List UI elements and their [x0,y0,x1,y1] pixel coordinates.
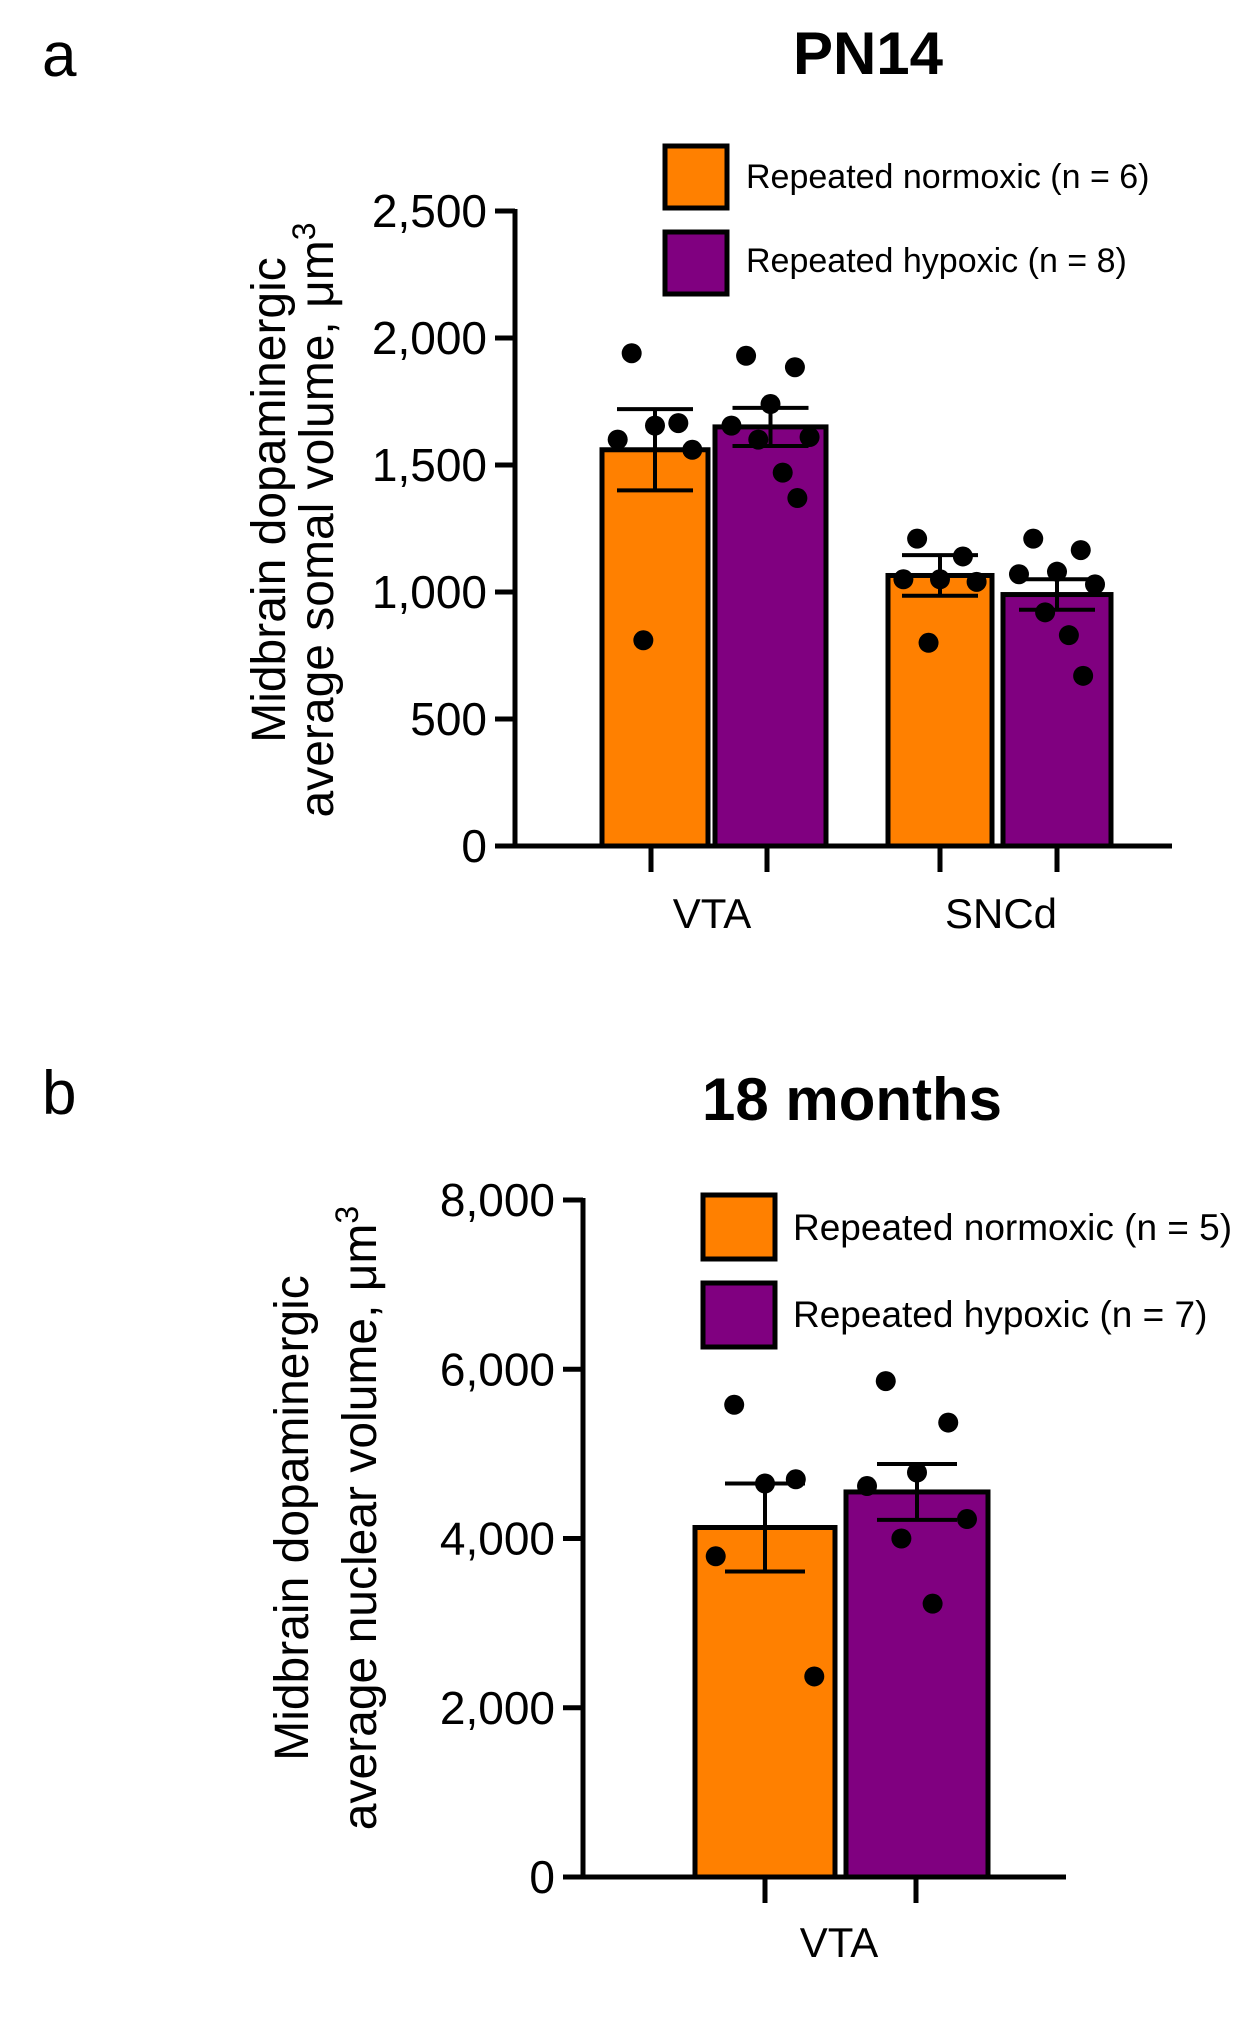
bar-hypoxic-sncd [1000,592,1114,849]
legend-b-normoxic-swatch [700,1192,778,1262]
data-point-hypoxic [857,1476,878,1497]
y-tick-label: 500 [410,693,487,745]
data-point-normoxic [668,413,689,434]
data-point-hypoxic [938,1412,959,1433]
panel-b-legend: Repeated normoxic (n = 5) Repeated hypox… [700,1192,1232,1350]
data-point-hypoxic [1023,528,1044,549]
y-tick-label: 6,000 [440,1343,555,1395]
panel-b: b 18 months Midbrain dopaminergic averag… [42,1059,1232,1966]
panel-a: a PN14 Midbrain dopaminergic average som… [42,20,1172,937]
y-tick-label: 2,500 [372,185,487,237]
data-point-normoxic [645,415,665,436]
panel-b-ylabel-superscript: 3 [329,1206,365,1224]
panel-a-ylabel-line2: average somal volume, μm3 [286,222,344,817]
data-point-normoxic [682,439,703,460]
legend-a-hypoxic-label: Repeated hypoxic (n = 8) [746,242,1127,280]
bar-normoxic-vta [599,447,711,849]
data-point-normoxic [755,1473,775,1494]
panel-a-title: PN14 [793,20,944,87]
data-point-normoxic [893,569,914,590]
y-tick-label: 4,000 [440,1513,555,1565]
legend-a-hypoxic-swatch [662,229,730,297]
data-point-hypoxic [1035,602,1056,623]
data-point-hypoxic [1008,564,1029,585]
data-point-hypoxic [1047,561,1067,582]
panel-a-legend: Repeated normoxic (n = 6) Repeated hypox… [662,143,1149,297]
data-point-normoxic [785,1469,806,1490]
data-point-hypoxic [1073,665,1094,686]
data-point-hypoxic [1085,574,1106,595]
panel-b-ylabel-line1: Midbrain dopaminergic [266,1275,319,1761]
data-point-normoxic [930,569,950,590]
data-point-hypoxic [787,488,808,509]
y-tick-label: 0 [529,1851,555,1903]
data-point-normoxic [724,1394,745,1415]
y-tick-label: 2,000 [372,312,487,364]
data-point-hypoxic [799,427,820,448]
y-tick-label: 0 [461,820,487,872]
data-point-normoxic [621,343,642,364]
x-category-label: VTA [673,890,752,937]
data-point-hypoxic [748,429,769,450]
bar-hypoxic-vta [712,424,829,849]
panel-a-axes: 0 500 1,000 1,500 2,000 2,500 VTA SNCd [372,185,1172,937]
y-tick-label: 1,500 [372,439,487,491]
data-point-hypoxic [922,1593,943,1614]
legend-a-normoxic-label: Repeated normoxic (n = 6) [746,158,1149,196]
data-point-normoxic [907,528,928,549]
data-point-normoxic [705,1546,726,1567]
data-point-normoxic [966,571,987,592]
y-tick-label: 2,000 [440,1682,555,1734]
panel-b-ylabel-text: average nuclear volume, μm [334,1224,387,1831]
data-point-hypoxic [772,462,793,483]
panel-b-ylabel-line2: average nuclear volume, μm3 [329,1206,387,1830]
data-point-hypoxic [907,1462,927,1483]
data-point-hypoxic [760,394,781,415]
legend-b-hypoxic-label: Repeated hypoxic (n = 7) [793,1294,1207,1335]
panel-b-title: 18 months [702,1066,1002,1133]
data-point-hypoxic [1070,540,1091,561]
data-point-hypoxic [1058,625,1079,646]
bar-normoxic-sncd [885,572,995,849]
data-point-normoxic [804,1666,825,1687]
data-point-normoxic [607,429,628,450]
data-point-hypoxic [891,1528,912,1549]
bar-normoxic-vta [692,1524,838,1880]
data-point-hypoxic [721,415,742,436]
data-point-normoxic [952,546,973,567]
legend-b-hypoxic-swatch [700,1280,778,1350]
legend-b-normoxic-label: Repeated normoxic (n = 5) [793,1207,1232,1248]
data-point-hypoxic [784,357,805,378]
bar-hypoxic-vta [843,1489,991,1880]
data-point-hypoxic [736,345,757,366]
legend-a-normoxic-swatch [662,143,730,211]
panel-a-ylabel-line1: Midbrain dopaminergic [243,257,296,743]
panel-b-letter: b [42,1059,76,1128]
y-tick-label: 8,000 [440,1174,555,1226]
data-point-hypoxic [956,1509,977,1530]
panel-a-ylabel-text: average somal volume, μm [291,240,344,817]
data-point-normoxic [918,632,939,653]
y-tick-label: 1,000 [372,566,487,618]
x-category-label: SNCd [945,890,1057,937]
data-point-hypoxic [875,1371,896,1392]
panel-a-bars [599,343,1114,849]
x-category-label: VTA [800,1919,879,1966]
data-point-normoxic [633,630,654,651]
panel-a-letter: a [42,21,77,90]
panel-a-ylabel-superscript: 3 [286,222,322,240]
panel-b-bars [692,1371,991,1880]
